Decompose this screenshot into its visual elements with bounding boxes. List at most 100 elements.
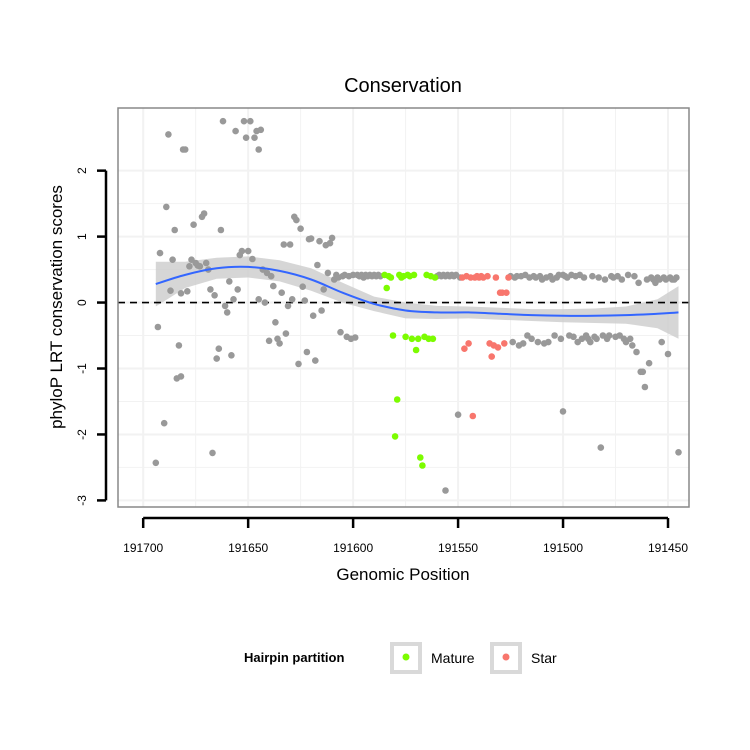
y-tick-label: 0 [75,299,89,306]
point-other [190,221,197,228]
point-other [219,117,227,125]
point-other [641,383,649,391]
point-other [213,355,220,362]
point-other [165,131,172,138]
point-mature [429,335,437,343]
point-other [519,340,527,347]
point-other [601,276,609,283]
point-mature [417,454,424,461]
y-tick-label: 1 [75,233,89,240]
point-other [169,256,176,264]
point-other [293,216,300,224]
point-other [295,360,302,368]
point-other [276,340,283,347]
legend: Hairpin partition Mature Star [244,642,557,674]
plot-panel [117,107,690,508]
point-other [320,286,328,293]
point-other [551,332,558,339]
point-other [228,352,235,359]
point-other [328,234,336,242]
point-other [257,126,265,134]
point-other [635,279,642,287]
point-other [200,210,208,217]
point-other [202,259,210,267]
point-other [270,282,277,290]
point-other [207,286,214,293]
point-other [593,335,600,343]
point-other [217,226,225,234]
point-other [238,247,246,255]
point-mature [393,396,401,403]
point-other [312,357,319,364]
point-mature [389,332,397,339]
point-other [184,288,191,295]
x-tick-label: 191500 [543,541,583,555]
point-other [154,323,162,331]
point-other [534,338,542,346]
point-other [261,299,269,306]
point-other [626,335,634,343]
point-other [156,249,164,257]
data-points [152,117,682,494]
point-other [177,290,185,297]
point-other [242,134,250,141]
point-other [247,117,254,125]
x-tick-label: 191650 [228,541,268,555]
legend-dot-mature [402,653,410,661]
point-mature [391,433,399,440]
x-axis: 191700 191650 191600 191550 191500 191450 [123,516,688,555]
point-star [505,274,512,281]
point-other [587,338,594,346]
point-other [211,292,218,299]
point-other [160,419,168,427]
point-other [181,146,189,153]
point-other [249,255,256,263]
point-other [675,449,682,456]
point-other [284,302,292,310]
point-star [492,274,500,281]
point-other [351,334,359,341]
point-other [230,296,237,303]
confidence-ribbon [155,256,679,339]
point-other [309,312,317,320]
point-other [605,332,613,339]
point-other [215,345,223,353]
point-mature [431,274,439,281]
point-other [244,247,252,255]
point-mature [419,462,426,469]
point-mature [414,335,422,343]
y-axis: 2 1 0 -1 -2 -3 [75,167,108,506]
x-tick-label: 191550 [438,541,478,555]
point-other [658,338,665,346]
x-tick-label: 191450 [648,541,688,555]
point-other [288,296,296,303]
point-other [265,337,273,345]
point-other [251,134,258,141]
point-other [255,146,262,153]
point-other [645,359,653,367]
point-star [488,353,496,360]
point-other [163,203,170,211]
point-star [461,345,468,353]
point-other [570,333,577,341]
point-other [301,297,309,304]
point-mature [408,335,416,343]
x-tick-label: 191700 [123,541,163,555]
legend-title: Hairpin partition [244,650,344,665]
point-other [186,263,193,270]
point-other [297,225,304,232]
y-tick-label: -3 [75,495,89,506]
point-other [226,278,233,285]
point-other [280,241,288,248]
point-other [326,239,334,247]
point-star [484,272,491,280]
point-other [442,487,449,494]
point-other [152,459,160,467]
point-star [494,344,502,351]
point-mature [402,333,409,341]
legend-label-mature: Mature [431,650,475,666]
point-other [337,328,344,336]
point-other [232,127,239,135]
point-other [589,272,596,280]
